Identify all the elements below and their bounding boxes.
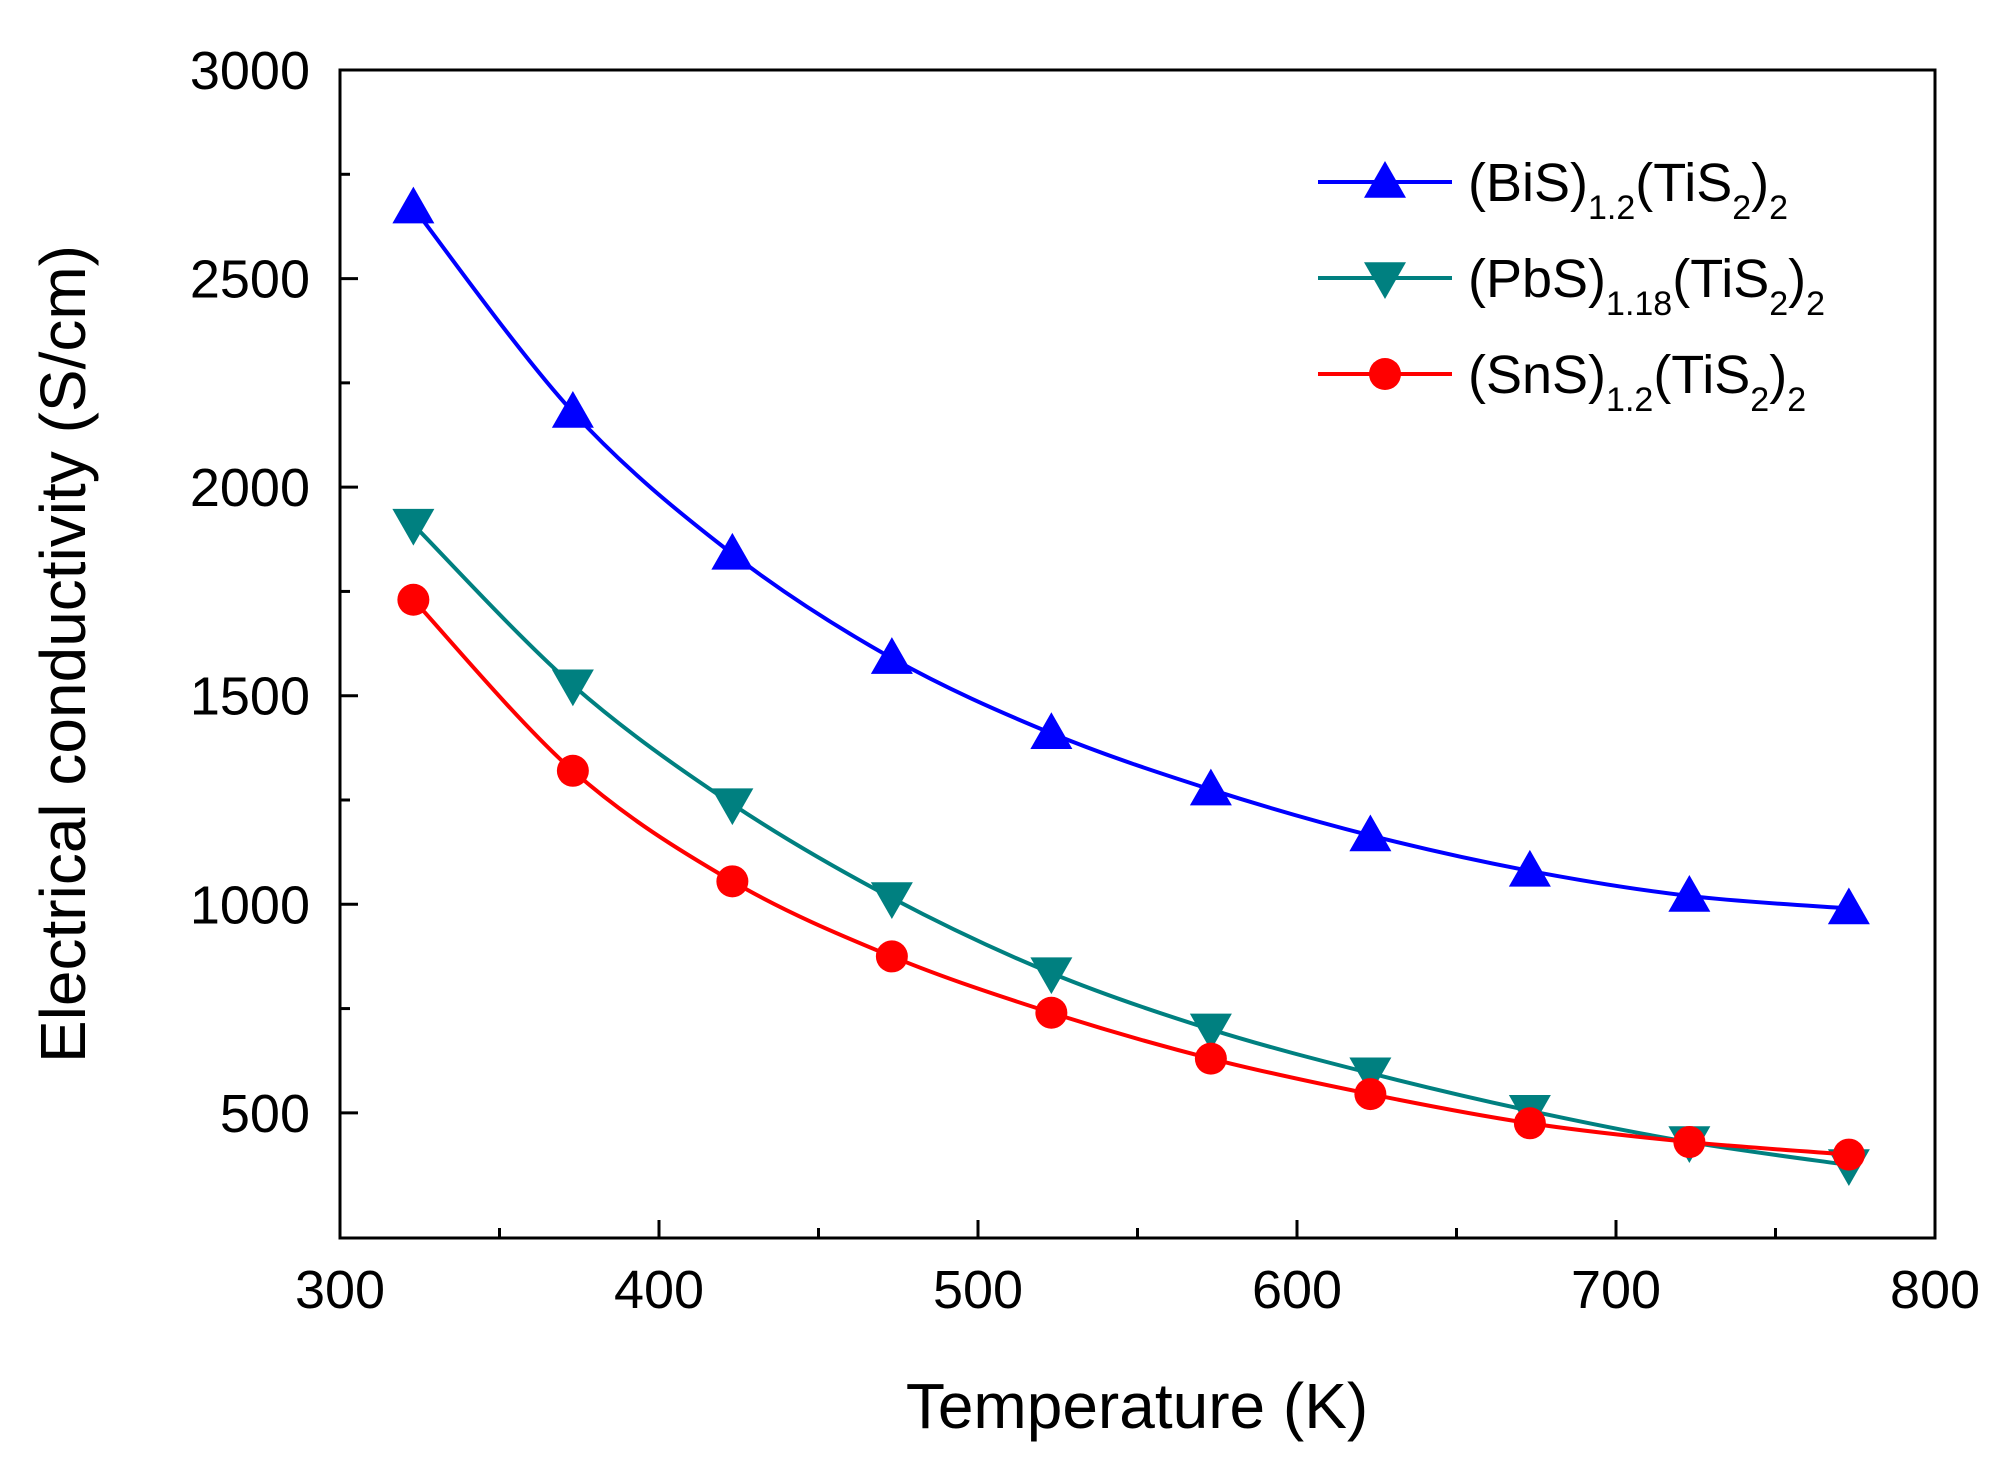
axis-ticks [338, 68, 1937, 1238]
legend-label-part: (TiS [1635, 153, 1732, 213]
legend-label-part: ) [1769, 345, 1787, 405]
data-point [1832, 1138, 1865, 1171]
y-tick-label: 2000 [190, 458, 310, 518]
y-tick-label: 1000 [190, 875, 310, 935]
legend-label-part: 2 [1806, 285, 1825, 323]
x-tick-label: 600 [1252, 1260, 1342, 1320]
series-line [411, 598, 1850, 1157]
series-0 [392, 186, 1870, 925]
y-tick-label: 1500 [190, 667, 310, 727]
legend-marker [1364, 161, 1406, 198]
data-point [1668, 874, 1711, 912]
legend: (BiS)1.2(TiS2)2(PbS)1.18(TiS2)2(SnS)1.2(… [1318, 153, 1825, 419]
legend-label-part: 1.2 [1588, 189, 1635, 227]
legend-label-part: (BiS) [1468, 153, 1588, 213]
data-point [1030, 957, 1073, 995]
data-series [392, 186, 1870, 1186]
legend-label-part: 2 [1750, 381, 1769, 419]
legend-label-part: (SnS) [1468, 345, 1606, 405]
series-1 [392, 508, 1870, 1186]
legend-marker [1364, 262, 1406, 299]
data-point [551, 391, 594, 428]
axis-tick-labels: 300 400 500 600 700 800 500 1000 1500 2000 2500 300… [190, 41, 1980, 1320]
legend-label-part: (TiS [1653, 345, 1750, 405]
legend-entry: (SnS)1.2(TiS2)2 [1318, 345, 1806, 419]
data-point [1513, 1107, 1546, 1140]
legend-label-part: ) [1751, 153, 1769, 213]
legend-label-part: 1.18 [1606, 285, 1672, 323]
data-point [1673, 1126, 1706, 1159]
data-point [870, 637, 913, 674]
x-tick-label: 700 [1571, 1260, 1661, 1320]
data-point [875, 940, 908, 973]
x-tick-label: 500 [933, 1260, 1023, 1320]
legend-label-part: 2 [1769, 189, 1788, 227]
data-point [1349, 814, 1392, 852]
series-line [411, 206, 1850, 911]
data-point [870, 882, 913, 920]
y-axis-label: Electrical conductivity (S/cm) [27, 245, 99, 1063]
legend-entry: (BiS)1.2(TiS2)2 [1318, 153, 1788, 227]
y-tick-label: 500 [220, 1084, 310, 1144]
data-point [1194, 1042, 1227, 1075]
legend-label-part: 2 [1769, 285, 1788, 323]
legend-marker [1369, 358, 1401, 390]
data-point [392, 186, 435, 224]
series-2 [397, 583, 1865, 1171]
legend-label-part: (TiS [1672, 249, 1769, 309]
data-point [1189, 768, 1232, 806]
data-point [716, 865, 749, 898]
x-tick-label: 300 [295, 1260, 385, 1320]
data-point [1349, 1057, 1392, 1095]
data-point [1827, 887, 1870, 925]
data-point [1354, 1078, 1387, 1111]
data-point [1030, 712, 1073, 750]
plot-frame [338, 68, 1937, 1240]
data-point [1035, 996, 1068, 1029]
legend-label: (BiS)1.2(TiS2)2 [1468, 153, 1788, 227]
data-point [1189, 1013, 1232, 1051]
series-line [411, 523, 1850, 1167]
data-point [551, 669, 594, 707]
legend-label: (PbS)1.18(TiS2)2 [1468, 249, 1825, 323]
y-tick-label: 2500 [190, 250, 310, 310]
x-axis-label: Temperature (K) [906, 1370, 1368, 1442]
legend-label-part: 2 [1732, 189, 1751, 227]
data-point [556, 754, 589, 787]
data-point [397, 583, 430, 616]
legend-label-part: ) [1788, 249, 1806, 309]
legend-label-part: (PbS) [1468, 249, 1606, 309]
data-point [392, 508, 435, 546]
x-tick-label: 800 [1890, 1260, 1980, 1320]
legend-label-part: 2 [1787, 381, 1806, 419]
data-point [711, 532, 754, 570]
legend-label-part: 1.2 [1606, 381, 1653, 419]
data-point [711, 788, 754, 826]
y-tick-label: 3000 [190, 41, 310, 101]
data-point [1508, 849, 1551, 887]
x-tick-label: 400 [614, 1260, 704, 1320]
legend-label: (SnS)1.2(TiS2)2 [1468, 345, 1806, 419]
legend-entry: (PbS)1.18(TiS2)2 [1318, 249, 1825, 323]
